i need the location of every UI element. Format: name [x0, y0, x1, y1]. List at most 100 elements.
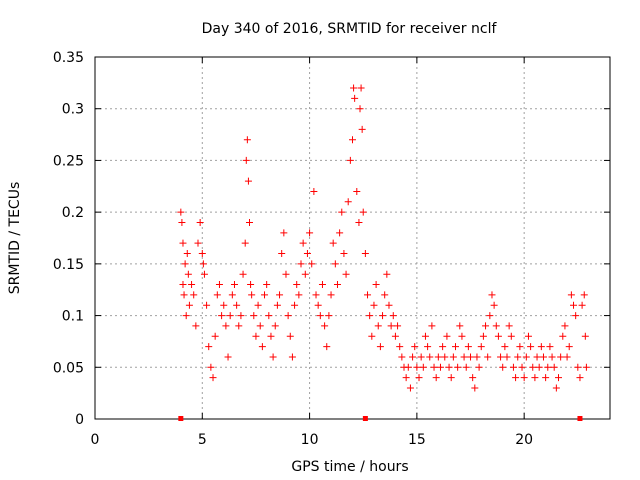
data-point — [539, 353, 547, 361]
data-point — [581, 332, 589, 340]
data-point — [364, 291, 372, 299]
data-point — [428, 322, 436, 330]
data-point — [460, 353, 468, 361]
data-point — [288, 353, 296, 361]
data-point — [244, 177, 252, 185]
data-point — [366, 312, 374, 320]
data-point — [194, 239, 202, 247]
data-point — [576, 374, 584, 382]
data-point — [537, 343, 545, 351]
data-point — [417, 353, 425, 361]
data-point — [379, 312, 387, 320]
data-point — [582, 363, 590, 371]
y-tick-label: 0.35 — [53, 50, 84, 66]
data-point — [509, 363, 517, 371]
data-point — [254, 301, 262, 309]
data-point — [182, 312, 190, 320]
data-point — [552, 384, 560, 392]
data-point — [325, 312, 333, 320]
y-tick-label: 0.3 — [62, 102, 84, 118]
data-point — [213, 291, 221, 299]
data-point — [533, 353, 541, 361]
data-point — [178, 218, 186, 226]
data-point — [177, 208, 185, 216]
x-axis: 0 5 10 15 20 — [91, 57, 533, 448]
data-point — [381, 291, 389, 299]
data-point — [196, 218, 204, 226]
data-point — [276, 291, 284, 299]
data-point — [241, 239, 249, 247]
data-point — [555, 374, 562, 382]
data-point — [278, 250, 286, 258]
data-point — [550, 363, 558, 371]
x-axis-label: GPS time / hours — [291, 459, 408, 475]
data-point — [340, 250, 348, 258]
data-point — [239, 270, 247, 278]
data-point — [518, 363, 526, 371]
data-point — [516, 343, 524, 351]
data-point — [323, 343, 331, 351]
data-point — [557, 353, 565, 361]
data-point — [357, 84, 365, 92]
data-point — [467, 353, 475, 361]
data-point — [580, 291, 588, 299]
data-point — [336, 229, 344, 237]
data-point — [263, 281, 271, 289]
data-point — [359, 208, 367, 216]
data-point — [514, 353, 522, 361]
data-point — [394, 322, 402, 330]
data-point — [256, 322, 264, 330]
data-point — [419, 363, 427, 371]
data-point — [226, 312, 234, 320]
data-point — [205, 343, 213, 351]
data-point — [471, 384, 479, 392]
data-point — [207, 363, 215, 371]
data-point — [312, 291, 320, 299]
data-point — [284, 312, 292, 320]
data-point — [415, 374, 423, 382]
data-point — [331, 260, 339, 268]
data-point — [441, 353, 449, 361]
x-tick-label: 5 — [198, 432, 207, 448]
y-axis: 0 0.05 0.1 0.15 0.2 0.25 0.3 0.35 — [53, 50, 610, 428]
data-point — [179, 281, 187, 289]
data-point — [387, 322, 395, 330]
data-point — [473, 353, 481, 361]
data-point — [477, 343, 485, 351]
data-point — [475, 363, 483, 371]
data-point — [358, 125, 366, 133]
data-point — [546, 343, 554, 351]
data-point — [436, 363, 444, 371]
data-point — [310, 187, 318, 195]
data-point — [291, 301, 299, 309]
data-point — [235, 322, 243, 330]
data-point — [447, 374, 455, 382]
data-point — [179, 239, 187, 247]
data-point — [198, 250, 206, 258]
data-point — [269, 353, 277, 361]
data-point — [497, 353, 505, 361]
data-point — [181, 260, 189, 268]
data-point — [180, 291, 188, 299]
data-point — [184, 270, 192, 278]
data-point — [215, 281, 223, 289]
data-point — [383, 270, 391, 278]
data-point — [344, 198, 352, 206]
data-point — [258, 343, 266, 351]
data-point — [224, 353, 232, 361]
data-point — [396, 343, 404, 351]
data-point — [430, 363, 438, 371]
data-point — [454, 363, 462, 371]
data-point — [200, 270, 208, 278]
data-point — [464, 343, 472, 351]
data-point — [211, 332, 219, 340]
data-point — [567, 291, 575, 299]
data-point — [327, 291, 335, 299]
data-point — [314, 301, 322, 309]
data-point — [421, 332, 429, 340]
data-point — [273, 301, 281, 309]
data-point — [265, 312, 273, 320]
data-point — [406, 384, 414, 392]
data-point — [531, 374, 539, 382]
